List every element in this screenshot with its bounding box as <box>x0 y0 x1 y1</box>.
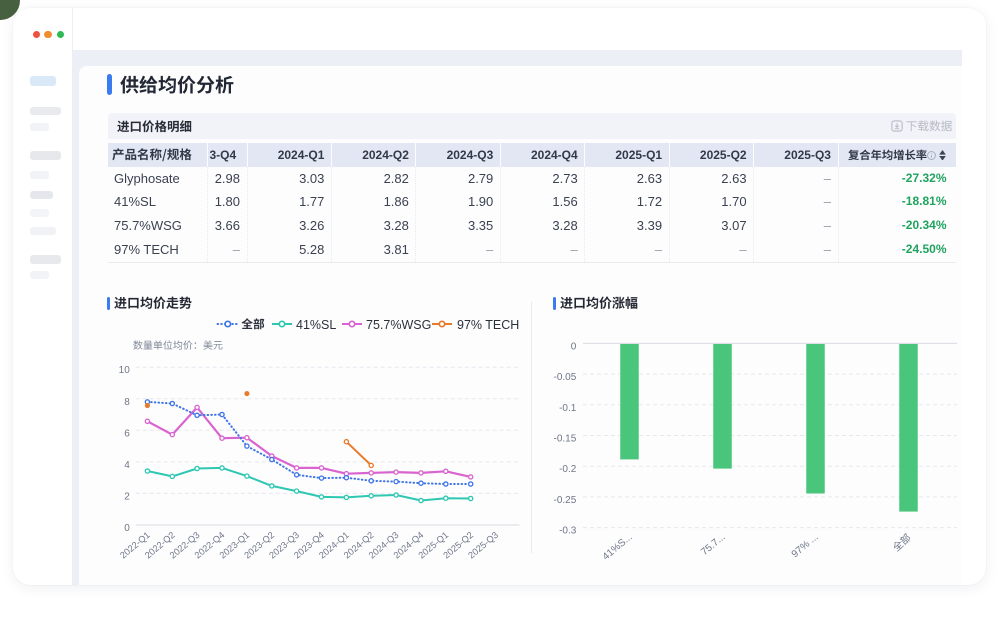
svg-text:-0.2: -0.2 <box>559 464 577 475</box>
svg-text:0: 0 <box>124 523 130 534</box>
svg-text:41%S...: 41%S... <box>601 532 635 563</box>
svg-text:-0.05: -0.05 <box>554 372 577 383</box>
svg-text:4: 4 <box>124 460 130 471</box>
svg-text:0: 0 <box>571 341 577 352</box>
svg-text:-0.15: -0.15 <box>554 434 577 445</box>
svg-text:-0.25: -0.25 <box>554 495 577 506</box>
svg-text:2: 2 <box>124 491 130 502</box>
svg-text:97% ...: 97% ... <box>790 532 821 560</box>
svg-text:6: 6 <box>124 428 130 439</box>
svg-text:10: 10 <box>119 365 131 376</box>
svg-text:-0.1: -0.1 <box>559 403 577 414</box>
svg-text:-0.3: -0.3 <box>559 526 577 537</box>
svg-text:8: 8 <box>124 397 130 408</box>
svg-text:75.7...: 75.7... <box>699 532 727 558</box>
